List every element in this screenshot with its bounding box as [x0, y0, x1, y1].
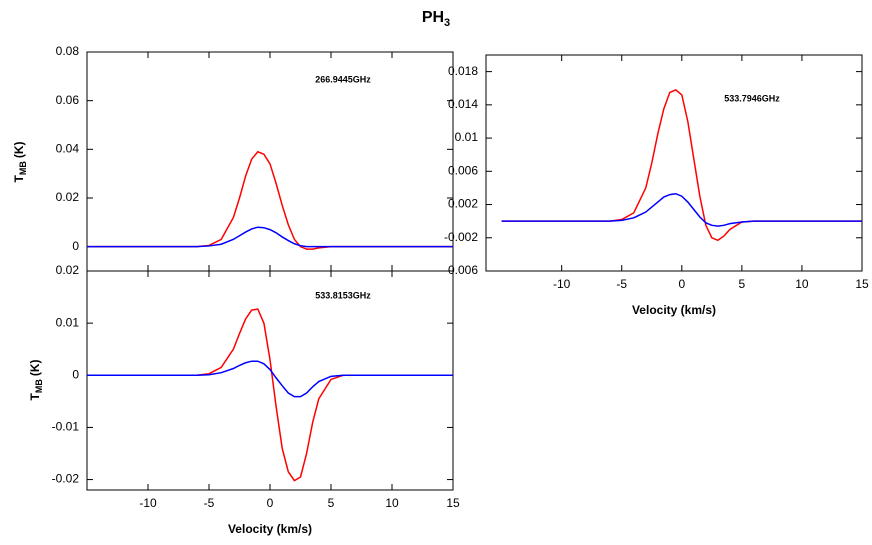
y-label-subscript: MB: [34, 379, 44, 393]
y-tick-label: 0.06: [56, 93, 80, 107]
y-tick-label: 0.02: [56, 263, 80, 277]
x-tick-label: 5: [739, 277, 746, 291]
x-tick-label: -5: [204, 496, 215, 510]
y-tick-label: -0.01: [52, 420, 80, 434]
line-series: [87, 360, 453, 398]
x-tick-label: 5: [328, 496, 335, 510]
y-label-unit: (K): [12, 141, 26, 158]
line-series: [501, 89, 862, 242]
y-label-main: T: [28, 393, 42, 401]
y-tick-label: 0.04: [56, 142, 80, 156]
y-label-unit: (K): [28, 359, 42, 376]
y-label-subscript: MB: [18, 161, 28, 175]
y-tick-label: -0.02: [52, 472, 80, 486]
annotation: 533.8153GHz: [315, 290, 371, 300]
x-tick-label: 0: [678, 277, 685, 291]
annotation: 533.7946GHz: [724, 93, 780, 103]
title-subscript: 3: [444, 17, 450, 29]
plot-frame: [86, 51, 454, 272]
x-axis-label: Velocity (km/s): [228, 522, 312, 536]
line-series: [87, 150, 453, 250]
y-tick-label: -0.006: [444, 263, 478, 277]
x-tick-label: 15: [446, 496, 460, 510]
y-tick-label: 0.01: [56, 315, 80, 329]
line-series: [501, 192, 862, 227]
y-tick-label: 0.006: [448, 163, 478, 177]
y-tick-label: 0.01: [455, 130, 479, 144]
plot-frame: [86, 270, 454, 491]
y-tick-label: 0.014: [448, 97, 478, 111]
y-axis-label: TMB (K): [12, 141, 28, 182]
y-tick-label: -0.002: [444, 230, 478, 244]
line-series: [87, 308, 453, 482]
y-axis-label: TMB (K): [28, 359, 44, 400]
y-tick-label: 0.02: [56, 190, 80, 204]
x-tick-label: 0: [267, 496, 274, 510]
plot-frame: [485, 54, 863, 272]
y-tick-label: 0.018: [448, 64, 478, 78]
title-main: PH: [422, 9, 444, 26]
y-tick-label: 0: [72, 239, 79, 253]
y-tick-label: 0.08: [56, 44, 80, 58]
x-tick-label: 15: [855, 277, 869, 291]
y-tick-label: 0: [72, 367, 79, 381]
x-tick-label: -5: [616, 277, 627, 291]
x-axis-label: Velocity (km/s): [632, 303, 716, 317]
y-label-main: T: [12, 175, 26, 183]
x-tick-label: -10: [553, 277, 571, 291]
x-tick-label: -10: [139, 496, 157, 510]
y-tick-label: 0.002: [448, 197, 478, 211]
x-tick-label: 10: [385, 496, 399, 510]
line-series: [87, 226, 453, 248]
x-tick-label: 10: [795, 277, 809, 291]
figure-title: PH3: [422, 9, 450, 29]
annotation: 266.9445GHz: [315, 74, 371, 84]
